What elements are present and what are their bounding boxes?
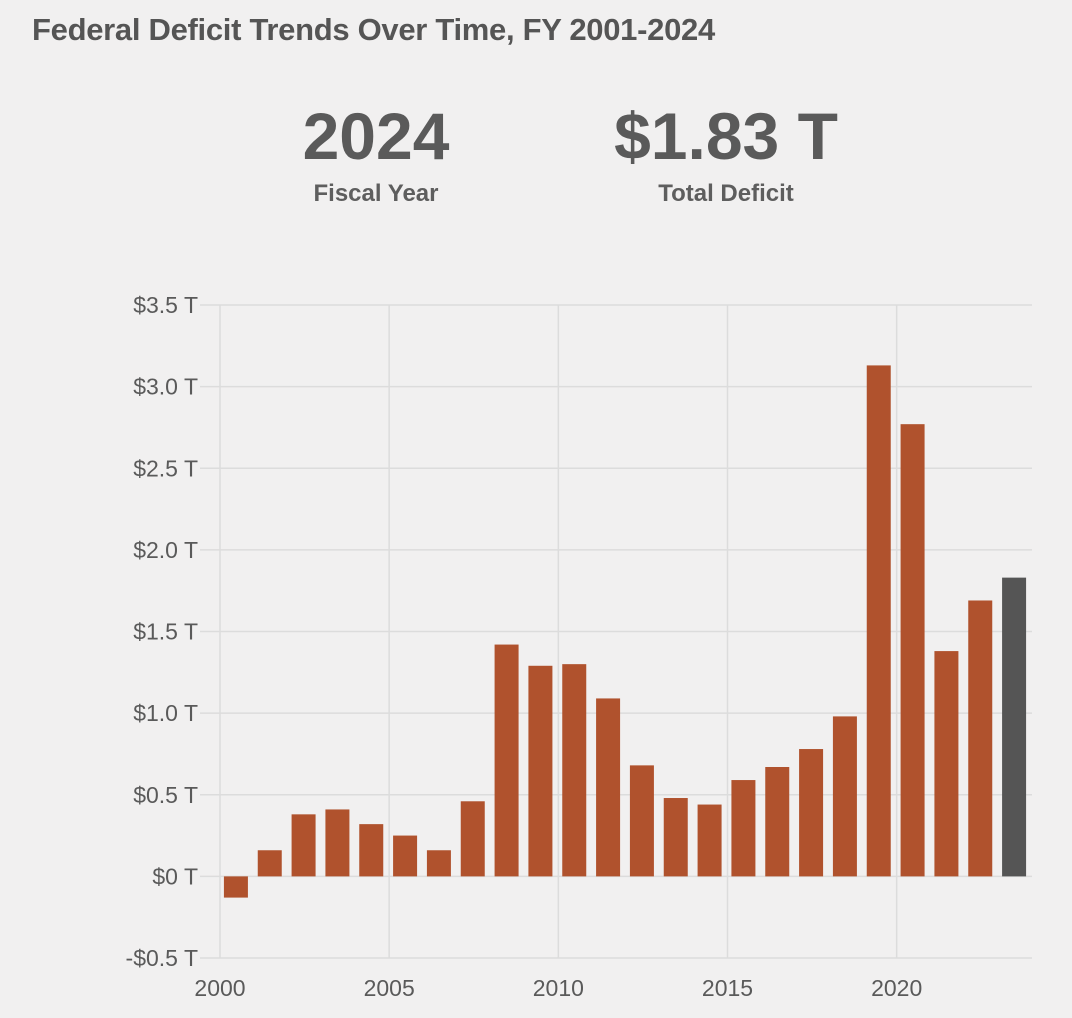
bar-16[interactable] <box>731 780 756 877</box>
x-tick-label: 2020 <box>871 975 922 1001</box>
bar-18[interactable] <box>799 749 824 877</box>
fiscal-year-label: Fiscal Year <box>313 180 439 207</box>
bar-7[interactable] <box>426 850 451 877</box>
bars <box>223 365 1027 898</box>
x-axis-ticks: 2000 2005 2010 2015 2020 <box>194 975 922 1001</box>
bar-24[interactable] <box>1002 577 1027 877</box>
bar-19[interactable] <box>832 716 857 877</box>
bar-4[interactable] <box>325 809 350 877</box>
y-tick-label: $1.5 T <box>133 619 198 645</box>
y-tick-label: $2.5 T <box>133 455 198 481</box>
bar-6[interactable] <box>393 835 418 877</box>
bar-3[interactable] <box>291 814 316 877</box>
y-tick-label: $0 T <box>152 863 198 889</box>
total-deficit-stat: $1.83 T Total Deficit <box>596 96 856 208</box>
y-tick-label: $2.0 T <box>133 537 198 563</box>
total-deficit-label: Total Deficit <box>658 180 794 207</box>
y-tick-label: $3.0 T <box>133 374 198 400</box>
fiscal-year-value: 2024 <box>302 99 450 173</box>
bar-11[interactable] <box>562 664 587 877</box>
bar-14[interactable] <box>663 798 688 877</box>
bar-22[interactable] <box>934 651 959 877</box>
x-tick-label: 2005 <box>364 975 415 1001</box>
bar-5[interactable] <box>359 824 384 877</box>
y-tick-label: $3.5 T <box>133 292 198 318</box>
y-tick-label: $0.5 T <box>133 782 198 808</box>
x-tick-label: 2015 <box>702 975 753 1001</box>
y-tick-label: $1.0 T <box>133 700 198 726</box>
chart-title: Federal Deficit Trends Over Time, FY 200… <box>32 12 715 47</box>
bar-15[interactable] <box>697 804 722 877</box>
bar-12[interactable] <box>596 698 621 877</box>
bar-8[interactable] <box>460 801 485 877</box>
fiscal-year-stat: 2024 Fiscal Year <box>276 96 476 208</box>
bar-20[interactable] <box>866 365 891 877</box>
bar-17[interactable] <box>765 766 790 877</box>
bar-10[interactable] <box>528 665 553 877</box>
bar-1[interactable] <box>223 876 248 898</box>
bar-23[interactable] <box>968 600 993 877</box>
x-tick-label: 2010 <box>533 975 584 1001</box>
bar-2[interactable] <box>257 850 282 877</box>
y-axis-ticks: -$0.5 T $0 T $0.5 T $1.0 T $1.5 T $2.0 T $2.5 … <box>126 292 198 971</box>
bar-13[interactable] <box>629 765 654 877</box>
total-deficit-value: $1.83 T <box>614 99 838 173</box>
x-tick-label: 2000 <box>194 975 245 1001</box>
bar-9[interactable] <box>494 644 519 877</box>
bar-21[interactable] <box>900 424 925 877</box>
y-tick-label: -$0.5 T <box>126 945 198 971</box>
